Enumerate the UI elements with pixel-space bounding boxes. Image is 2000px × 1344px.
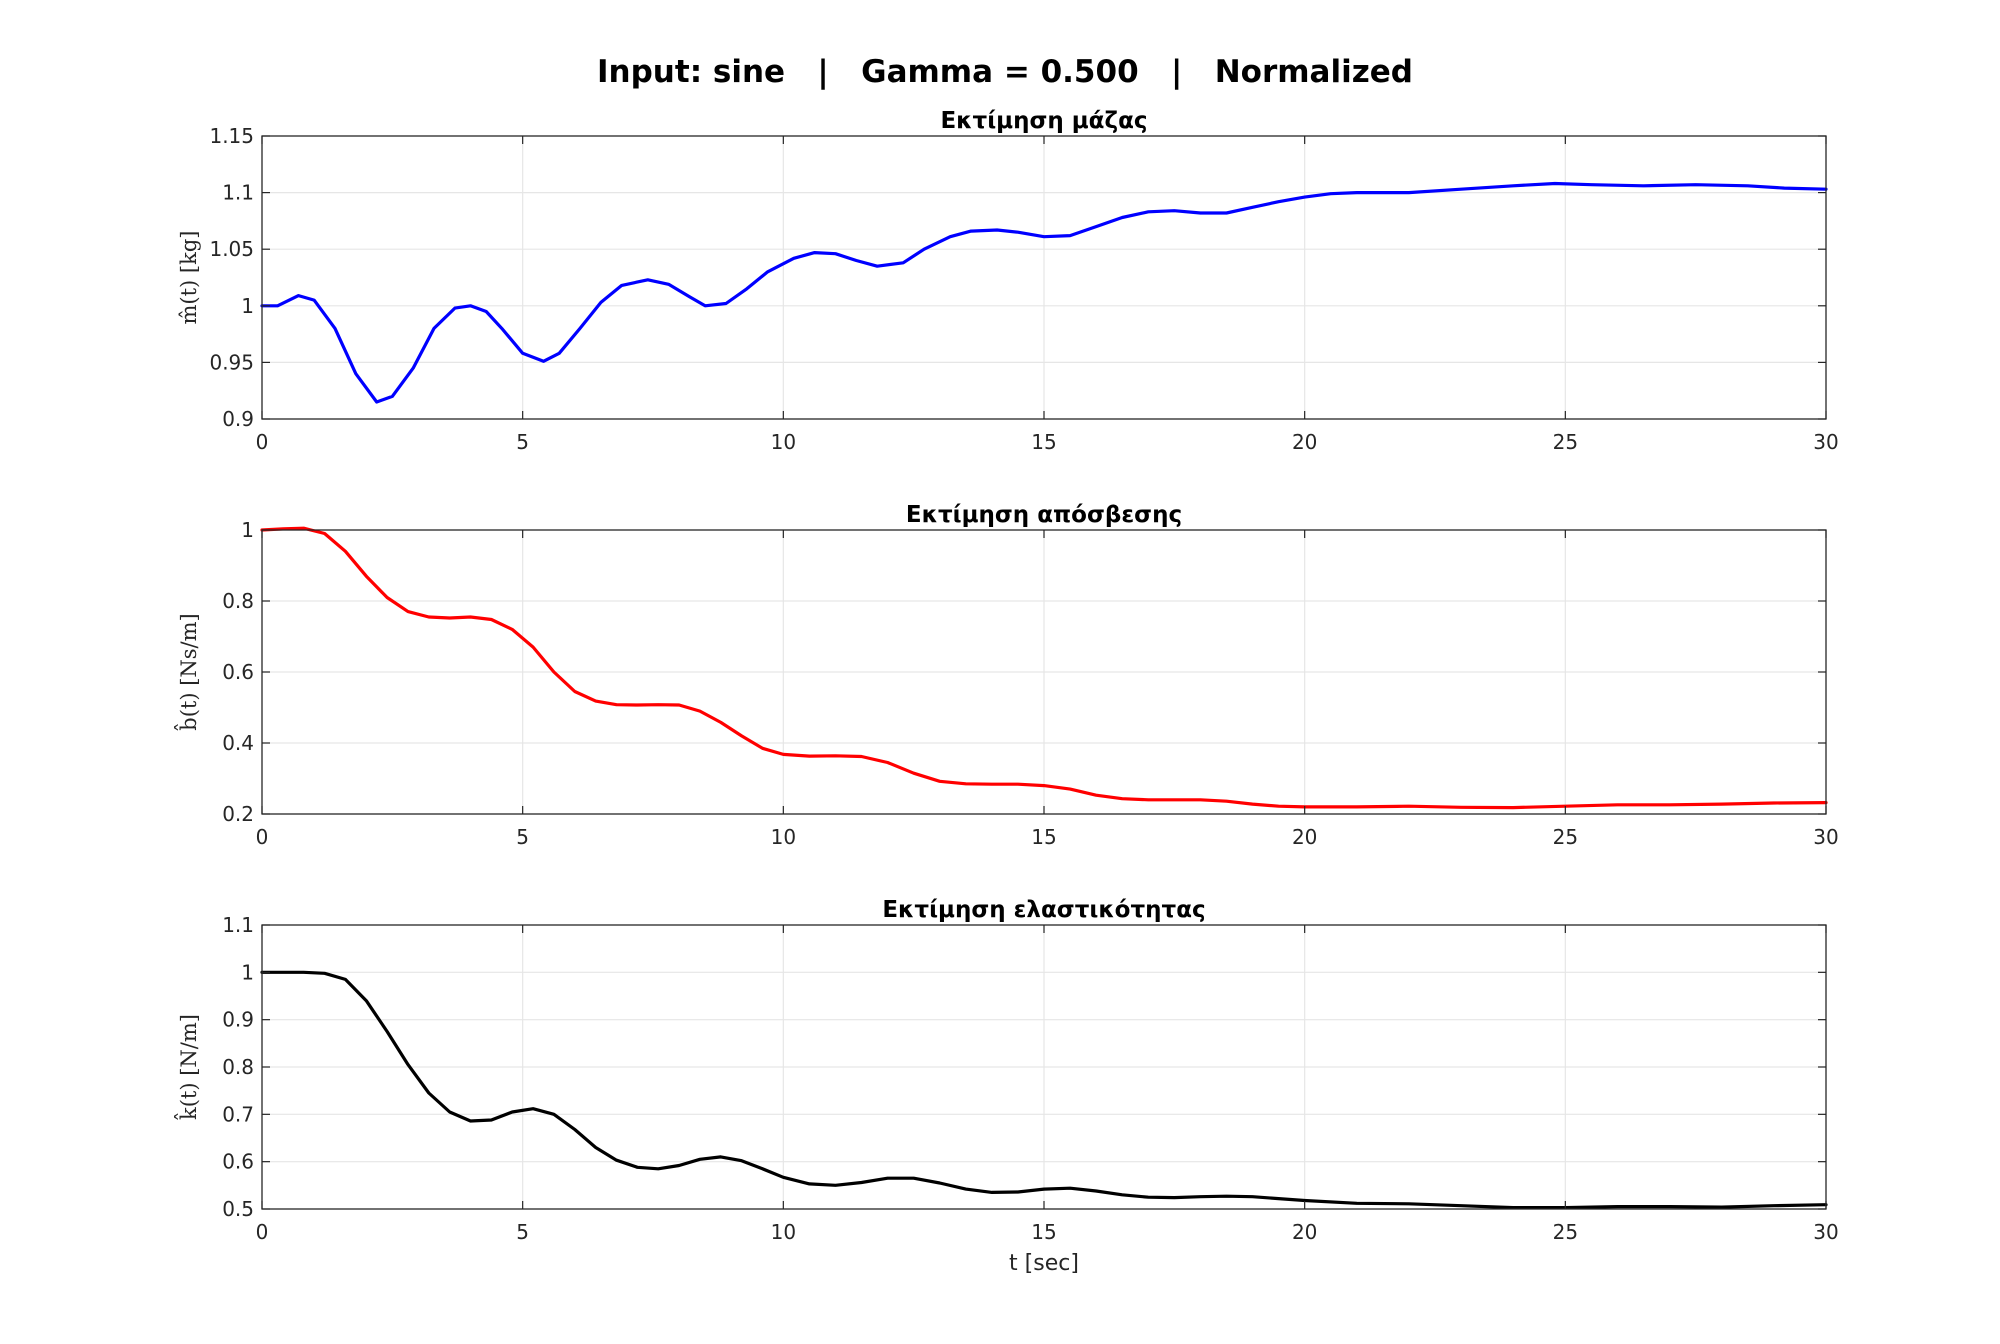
damping-x-tick-label-5: 25 <box>1553 825 1578 849</box>
mass-y-axis-label: m̂(t) [kg] <box>177 231 201 325</box>
stiffness-y-tick-label-2: 0.7 <box>222 1102 254 1126</box>
mass-series <box>260 181 1828 404</box>
mass-x-tick-label-4: 20 <box>1292 430 1317 454</box>
stiffness-ticks: 0 5 10 15 20 25 30 0.5 0.6 0.7 0.8 0.9 1 1.1 <box>222 913 1839 1244</box>
figure-suptitle: Input: sine | Gamma = 0.500 | Normalized <box>597 54 1413 90</box>
stiffness-x-tick-label-2: 10 <box>771 1220 796 1244</box>
mass-x-tick-label-3: 15 <box>1031 430 1056 454</box>
stiffness-x-tick-label-6: 30 <box>1813 1220 1838 1244</box>
damping-y-axis-label: b̂(t) [Ns/m] <box>174 613 201 731</box>
mass-grid <box>262 136 1826 419</box>
damping-x-tick-label-4: 20 <box>1292 825 1317 849</box>
damping-x-tick-label-3: 15 <box>1031 825 1056 849</box>
mass-y-tick-label-3: 1.05 <box>209 237 254 261</box>
damping-x-tick-label-0: 0 <box>256 825 269 849</box>
damping-y-tick-label-1: 0.4 <box>222 731 254 755</box>
mass-y-tick-label-4: 1.1 <box>222 181 254 205</box>
mass-y-tick-label-1: 0.95 <box>209 350 254 374</box>
stiffness-series-line-0 <box>260 970 1828 1210</box>
mass-series-line-0 <box>260 181 1828 404</box>
stiffness-x-tick-label-4: 20 <box>1292 1220 1317 1244</box>
stiffness-grid <box>262 925 1826 1209</box>
mass-x-tick-label-0: 0 <box>256 430 269 454</box>
mass-x-tick-label-5: 25 <box>1553 430 1578 454</box>
stiffness-y-tick-label-3: 0.8 <box>222 1055 254 1079</box>
damping-series <box>260 526 1828 810</box>
mass-subplot-title: Εκτίμηση μάζας <box>940 108 1147 134</box>
subplot-mass: Εκτίμηση μάζας 0 5 10 15 20 25 30 0.9 0.95 1 1.05 1… <box>177 108 1839 454</box>
damping-x-tick-label-2: 10 <box>771 825 796 849</box>
stiffness-y-axis-label: k̂(t) [N/m] <box>174 1014 201 1120</box>
damping-y-tick-label-4: 1 <box>241 518 254 542</box>
stiffness-y-tick-label-1: 0.6 <box>222 1150 254 1174</box>
damping-ticks: 0 5 10 15 20 25 30 0.2 0.4 0.6 0.8 1 <box>222 518 1839 849</box>
stiffness-y-tick-label-4: 0.9 <box>222 1008 254 1032</box>
damping-subplot-title: Εκτίμηση απόσβεσης <box>906 502 1182 528</box>
damping-x-tick-label-6: 30 <box>1813 825 1838 849</box>
mass-ticks: 0 5 10 15 20 25 30 0.9 0.95 1 1.05 1.1 1.15 <box>209 124 1838 454</box>
mass-y-tick-label-2: 1 <box>241 294 254 318</box>
stiffness-x-axis-label: t [sec] <box>1009 1251 1079 1276</box>
mass-x-tick-label-1: 5 <box>516 430 529 454</box>
stiffness-subplot-title: Εκτίμηση ελαστικότητας <box>882 897 1205 923</box>
mass-y-tick-label-5: 1.15 <box>209 124 254 148</box>
damping-y-tick-label-2: 0.6 <box>222 660 254 684</box>
stiffness-x-tick-label-0: 0 <box>256 1220 269 1244</box>
damping-y-tick-label-3: 0.8 <box>222 589 254 613</box>
mass-x-tick-label-2: 10 <box>771 430 796 454</box>
stiffness-x-tick-label-3: 15 <box>1031 1220 1056 1244</box>
damping-series-line-0 <box>260 526 1828 810</box>
subplot-damping: Εκτίμηση απόσβεσης 0 5 10 15 20 25 30 0.2 0.4 0.6… <box>174 502 1838 849</box>
stiffness-x-tick-label-5: 25 <box>1553 1220 1578 1244</box>
mass-x-tick-label-6: 30 <box>1813 430 1838 454</box>
stiffness-y-tick-label-0: 0.5 <box>222 1197 254 1221</box>
stiffness-y-tick-label-5: 1 <box>241 960 254 984</box>
damping-grid <box>262 530 1826 814</box>
mass-y-tick-label-0: 0.9 <box>222 407 254 431</box>
stiffness-x-tick-label-1: 5 <box>516 1220 529 1244</box>
damping-x-tick-label-1: 5 <box>516 825 529 849</box>
subplot-stiffness: Εκτίμηση ελαστικότητας 0 5 10 15 20 25 30 0.5 0.… <box>174 897 1838 1276</box>
stiffness-series <box>260 970 1828 1210</box>
stiffness-y-tick-label-6: 1.1 <box>222 913 254 937</box>
damping-y-tick-label-0: 0.2 <box>222 802 254 826</box>
